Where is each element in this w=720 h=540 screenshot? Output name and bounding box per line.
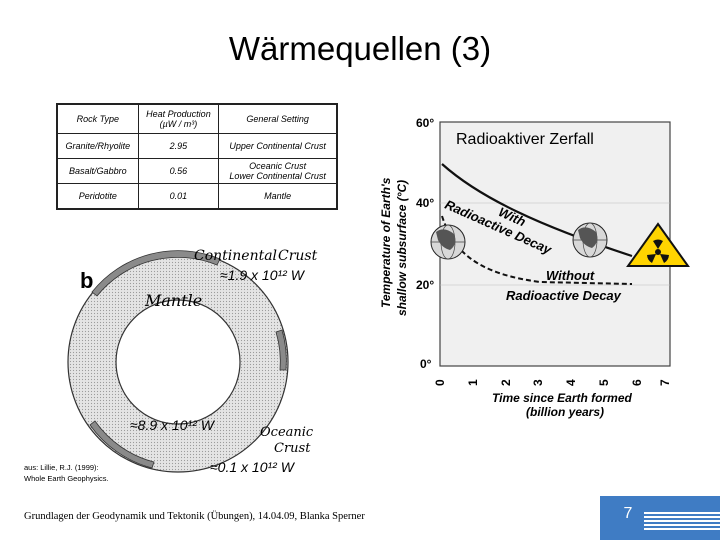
- x-axis-label-2: (billion years): [526, 405, 604, 419]
- x-tick-label: 4: [564, 379, 578, 386]
- y-tick-label: 20°: [416, 278, 434, 292]
- oceanic-crust-label-2: Crust: [274, 441, 311, 456]
- x-tick-label: 7: [658, 379, 672, 386]
- without-decay-label-2: Radioactive Decay: [506, 288, 622, 303]
- x-tick-label: 2: [499, 379, 513, 386]
- graph-plot-area: [439, 121, 671, 367]
- core: [115, 299, 241, 425]
- cell-rock: Basalt/Gabbro: [56, 158, 139, 184]
- inner-heat-value: ≈8.9 x 10¹² W: [130, 417, 216, 433]
- x-axis-label: Time since Earth formed: [492, 391, 632, 405]
- x-tick-label: 1: [466, 379, 480, 386]
- curve-without-decay: [441, 215, 633, 285]
- oceanic-crust-value: ≈0.1 x 10¹² W: [210, 459, 296, 475]
- cell-setting: Mantle: [218, 183, 338, 210]
- table-row: Granite/Rhyolite 2.95 Upper Continental …: [56, 133, 338, 159]
- source-line1: aus: Lillie, R.J. (1999):: [24, 463, 99, 472]
- x-tick-label: 5: [597, 379, 611, 386]
- cell-rock: Granite/Rhyolite: [56, 133, 139, 159]
- continental-crust-label: Continental: [194, 248, 277, 264]
- source-citation: aus: Lillie, R.J. (1999): Whole Earth Ge…: [24, 462, 109, 484]
- cell-value: 0.01: [137, 183, 220, 210]
- slide-title: Wärmequellen (3): [228, 30, 492, 67]
- x-tick-label: 6: [630, 379, 644, 386]
- x-tick-labels: 0 1 2 3 4 5 6 7: [433, 379, 672, 386]
- header-heat-production: Heat Production (µW / m³): [137, 103, 220, 134]
- continental-crust-right: [275, 329, 287, 371]
- mantle-label: Mantle: [144, 291, 202, 310]
- header-unit: (µW / m³): [159, 119, 198, 129]
- graph-title: Radioaktiver Zerfall: [456, 131, 594, 148]
- diagram-label-b: b: [80, 268, 93, 293]
- cell-setting-line2: Lower Continental Crust: [229, 171, 326, 181]
- source-line2: Whole Earth Geophysics.: [24, 474, 109, 483]
- header-rock-type: Rock Type: [56, 103, 139, 134]
- cell-setting: Upper Continental Crust: [218, 133, 338, 159]
- earth-heat-diagram: b Mantle Continental Crust ≈1.9 x 10¹² W…: [67, 248, 318, 475]
- footer-text: Grundlagen der Geodynamik und Tektonik (…: [24, 511, 365, 522]
- y-axis-label: Temperature of Earth's: [379, 177, 393, 308]
- x-tick-label: 3: [531, 379, 545, 386]
- continental-crust-label-2: Crust: [278, 248, 318, 264]
- cell-setting-line1: Oceanic Crust: [249, 161, 307, 171]
- cell-value: 0.56: [137, 158, 220, 184]
- header-heat-production-label: Heat Production: [146, 109, 211, 119]
- table-row: Peridotite 0.01 Mantle: [56, 183, 338, 210]
- header-general-setting: General Setting: [218, 103, 338, 134]
- continental-crust-bottom: [89, 420, 155, 469]
- y-tick-label: 60°: [416, 116, 434, 130]
- table-row: Basalt/Gabbro 0.56 Oceanic Crust Lower Co…: [56, 158, 338, 184]
- without-decay-label: Without: [546, 268, 595, 283]
- y-tick-label: 40°: [416, 196, 434, 210]
- continental-crust-top: [91, 250, 221, 297]
- heat-production-table: Rock Type Heat Production (µW / m³) Gener…: [56, 103, 338, 210]
- continental-crust-value: ≈1.9 x 10¹² W: [220, 267, 306, 283]
- radiation-warning-icon: [626, 222, 690, 267]
- graph-grid: [440, 202, 670, 286]
- temperature-graph: Radioaktiver Zerfall 60° 40° 20° 0° Temp…: [379, 116, 690, 419]
- table-header-row: Rock Type Heat Production (µW / m³) Gener…: [56, 103, 338, 134]
- oceanic-crust-label: Oceanic: [260, 425, 314, 440]
- cell-value: 2.95: [137, 133, 220, 159]
- cell-setting: Oceanic Crust Lower Continental Crust: [218, 158, 338, 184]
- footer-stripes-logo: [644, 512, 720, 530]
- y-tick-label: 0°: [420, 357, 432, 371]
- y-axis-label-2: shallow subsurface (°C): [395, 180, 409, 316]
- x-tick-label: 0: [433, 379, 447, 386]
- page-number: 7: [623, 505, 633, 522]
- globe-icon: [572, 222, 608, 258]
- globe-icon: [430, 224, 466, 260]
- cell-rock: Peridotite: [56, 183, 139, 210]
